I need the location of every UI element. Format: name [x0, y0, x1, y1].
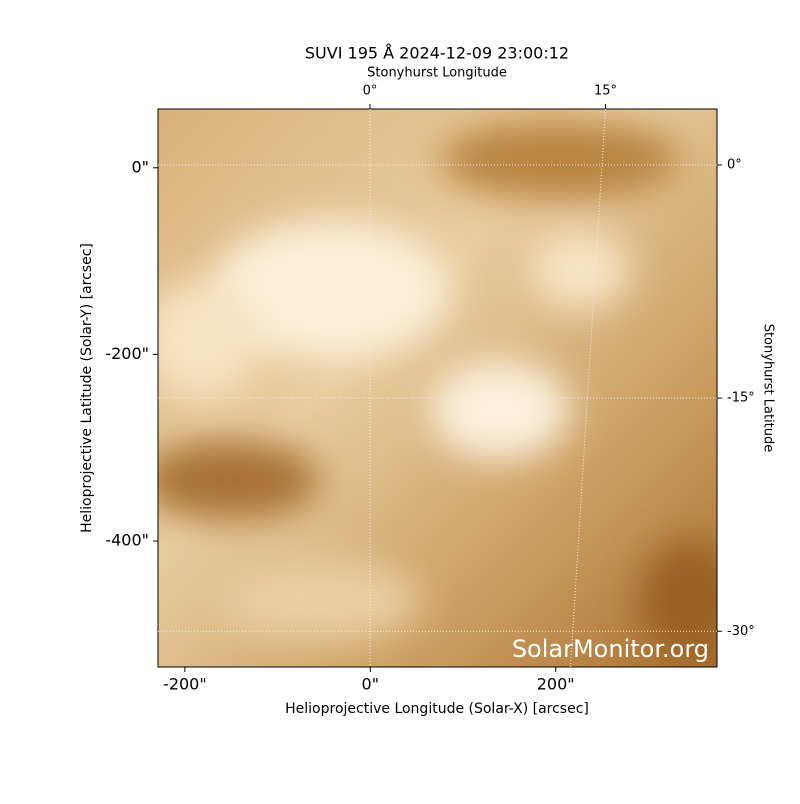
y2-tick-label: -15° [727, 391, 755, 406]
y-tick-label: -400" [105, 531, 149, 550]
x-tick-label: 200" [537, 675, 575, 694]
x2-tick-label: 0° [363, 84, 378, 99]
plot-frame [157, 108, 718, 668]
x-tick-label: -200" [163, 675, 207, 694]
y2-axis-label: Stonyhurst Latitude [761, 324, 776, 453]
x2-grid-line [570, 108, 607, 668]
y-axis-label: Helioprojective Latitude (Solar-Y) [arcs… [79, 243, 95, 533]
watermark: SolarMonitor.org [512, 635, 709, 663]
x-axis-label: Helioprojective Longitude (Solar-X) [arc… [285, 701, 589, 717]
x-tick-label: 0" [362, 675, 380, 694]
y-tick-label: -200" [105, 344, 149, 363]
y2-tick-label: 0° [727, 157, 742, 172]
x2-axis-label: Stonyhurst Longitude [367, 66, 507, 81]
solar-image [158, 109, 717, 667]
y2-tick-label: -30° [727, 624, 755, 639]
y-tick-label: 0" [131, 157, 149, 176]
chart-title: SUVI 195 Å 2024-12-09 23:00:12 [305, 44, 569, 63]
x2-tick-label: 15° [594, 84, 617, 99]
